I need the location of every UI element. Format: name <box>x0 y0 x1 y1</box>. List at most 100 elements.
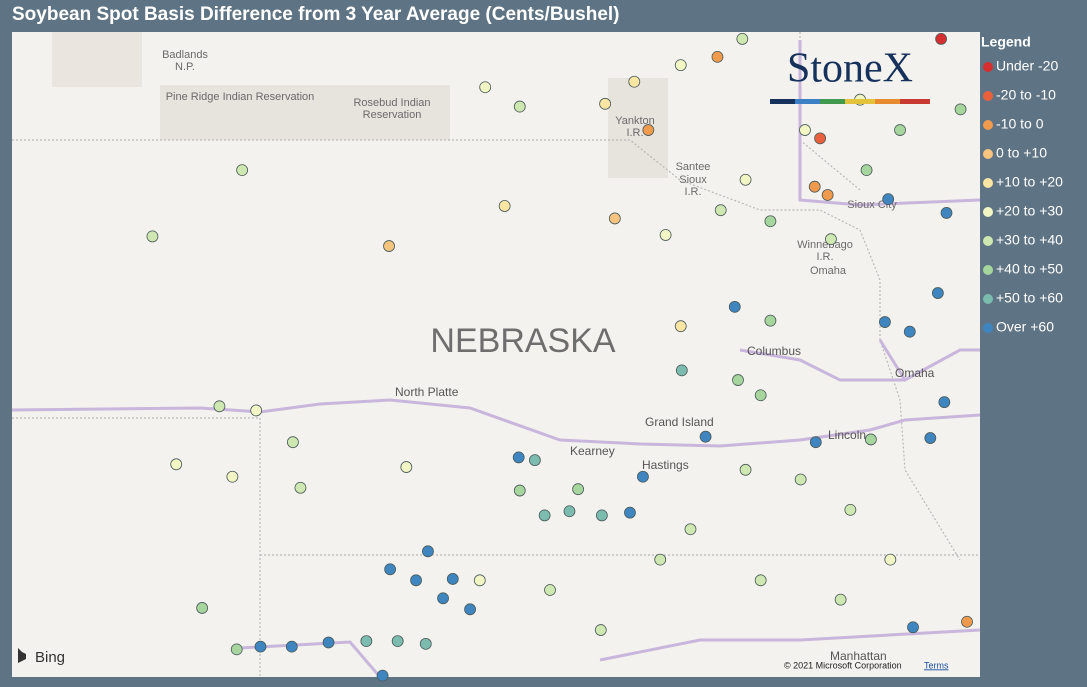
point <box>226 470 239 483</box>
point <box>391 635 404 647</box>
point <box>376 669 389 682</box>
point <box>572 483 585 496</box>
legend-swatch <box>983 91 993 101</box>
map-label: Reservation <box>363 109 422 121</box>
legend-label: +50 to +60 <box>996 290 1063 306</box>
point <box>250 404 263 417</box>
point <box>400 461 413 473</box>
point <box>473 574 486 587</box>
point <box>879 316 891 328</box>
point <box>907 621 919 634</box>
point <box>419 637 432 650</box>
map-label: Badlands <box>162 49 208 61</box>
point <box>814 132 827 145</box>
point <box>809 436 822 449</box>
point <box>754 389 767 402</box>
point <box>170 458 183 471</box>
legend-label: +10 to +20 <box>996 174 1063 190</box>
map-label: Sioux <box>679 174 707 186</box>
point <box>894 124 906 136</box>
point <box>732 374 744 386</box>
city-label: Hastings <box>642 458 689 472</box>
point <box>446 573 459 585</box>
map-label: Rosebud Indian <box>353 97 430 109</box>
point <box>903 325 916 338</box>
point <box>860 164 873 177</box>
legend-swatch <box>983 120 993 130</box>
state-label: NEBRASKA <box>430 322 615 360</box>
point <box>196 602 209 614</box>
legend-swatch <box>983 323 993 333</box>
logo-bar <box>770 99 930 104</box>
logo-stripe <box>795 99 820 104</box>
map-labels: Badlands N.P. Pine Ridge Indian Reservat… <box>162 49 935 663</box>
point <box>675 364 688 377</box>
point <box>739 463 752 476</box>
point <box>599 97 612 110</box>
logo-stripe <box>820 99 845 104</box>
point <box>146 230 159 243</box>
point <box>422 545 434 558</box>
map-label: Pine Ridge Indian Reservation <box>166 91 315 103</box>
point <box>799 124 811 136</box>
map-label: Yankton <box>615 115 655 127</box>
border <box>12 139 961 561</box>
point <box>808 180 821 193</box>
point <box>479 81 492 94</box>
point <box>954 103 967 116</box>
legend-swatch <box>983 178 993 188</box>
point <box>659 229 672 241</box>
point <box>938 396 951 409</box>
logo-stripe <box>875 99 900 104</box>
point <box>637 470 649 483</box>
city-label: Grand Island <box>645 415 714 429</box>
map-label: Santee <box>676 161 711 173</box>
map-label: I.R. <box>684 186 701 198</box>
point <box>513 100 526 113</box>
point <box>594 624 607 636</box>
legend-label: 0 to +10 <box>996 145 1047 161</box>
logo-stripe <box>845 99 875 104</box>
point <box>794 473 807 486</box>
legend-swatch <box>983 62 993 72</box>
map: Badlands N.P. Pine Ridge Indian Reservat… <box>11 32 981 682</box>
terms-link[interactable]: Terms <box>924 660 949 670</box>
city-label: Kearney <box>570 444 615 458</box>
point <box>674 59 687 72</box>
point <box>254 640 267 653</box>
point <box>285 640 298 653</box>
reservation-area <box>608 78 668 178</box>
city-label: North Platte <box>395 385 459 399</box>
point <box>714 204 727 217</box>
legend-swatch <box>983 207 993 217</box>
legend-label: -20 to -10 <box>996 87 1056 103</box>
city-label: Manhattan <box>830 649 887 663</box>
road <box>798 40 981 207</box>
borders <box>12 32 980 677</box>
point <box>410 574 422 587</box>
legend-label: Over +60 <box>996 319 1054 335</box>
chart-title: Soybean Spot Basis Difference from 3 Yea… <box>12 4 620 25</box>
point <box>754 574 767 587</box>
park-area <box>52 32 142 87</box>
point <box>628 75 641 88</box>
point <box>286 436 299 449</box>
point <box>595 509 608 522</box>
point <box>538 509 551 522</box>
point <box>498 200 511 212</box>
point <box>884 553 897 566</box>
point <box>736 33 749 45</box>
point <box>213 400 226 413</box>
road <box>878 339 980 382</box>
legend-swatch <box>983 149 993 159</box>
logo-stripe <box>900 99 930 104</box>
legend-label: -10 to 0 <box>996 116 1044 132</box>
point <box>513 484 526 497</box>
map-label: Winnebago <box>797 239 853 251</box>
logo: StoneX <box>787 46 913 92</box>
map-label: I.R. <box>626 127 643 139</box>
city-label: Lincoln <box>828 428 866 442</box>
point <box>624 506 636 519</box>
point <box>608 212 621 225</box>
